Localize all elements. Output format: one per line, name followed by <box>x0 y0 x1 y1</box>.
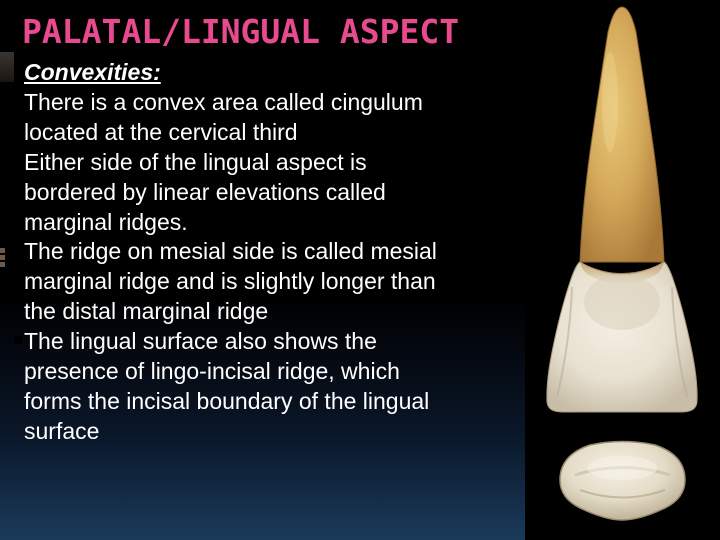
bullet-item: The ridge on mesial side is called mesia… <box>14 237 460 327</box>
bullet-item: There is a convex area called cingulum l… <box>14 88 460 148</box>
slide-accent-top <box>0 52 14 82</box>
slide-accent-dots <box>0 248 14 272</box>
subheading-convexities: Convexities: <box>14 59 460 86</box>
tooth-incisal-view-image <box>545 430 700 525</box>
bullet-icon <box>14 157 22 165</box>
bullet-icon <box>14 336 22 344</box>
subheading-text: Convexities: <box>24 59 460 86</box>
slide-content: Convexities: There is a convex area call… <box>0 59 460 447</box>
bullet-item: Either side of the lingual aspect is bor… <box>14 148 460 238</box>
bullet-item: The lingual surface also shows the prese… <box>14 327 460 447</box>
bullet-text: Either side of the lingual aspect is bor… <box>24 148 460 238</box>
bullet-text: There is a convex area called cingulum l… <box>24 88 460 148</box>
bullet-text: The lingual surface also shows the prese… <box>24 327 460 447</box>
bullet-text: The ridge on mesial side is called mesia… <box>24 237 460 327</box>
bullet-icon <box>14 67 22 75</box>
bullet-icon <box>14 246 22 254</box>
bullet-icon <box>14 97 22 105</box>
tooth-image-panel <box>525 0 720 540</box>
tooth-palatal-view-image <box>532 2 712 417</box>
